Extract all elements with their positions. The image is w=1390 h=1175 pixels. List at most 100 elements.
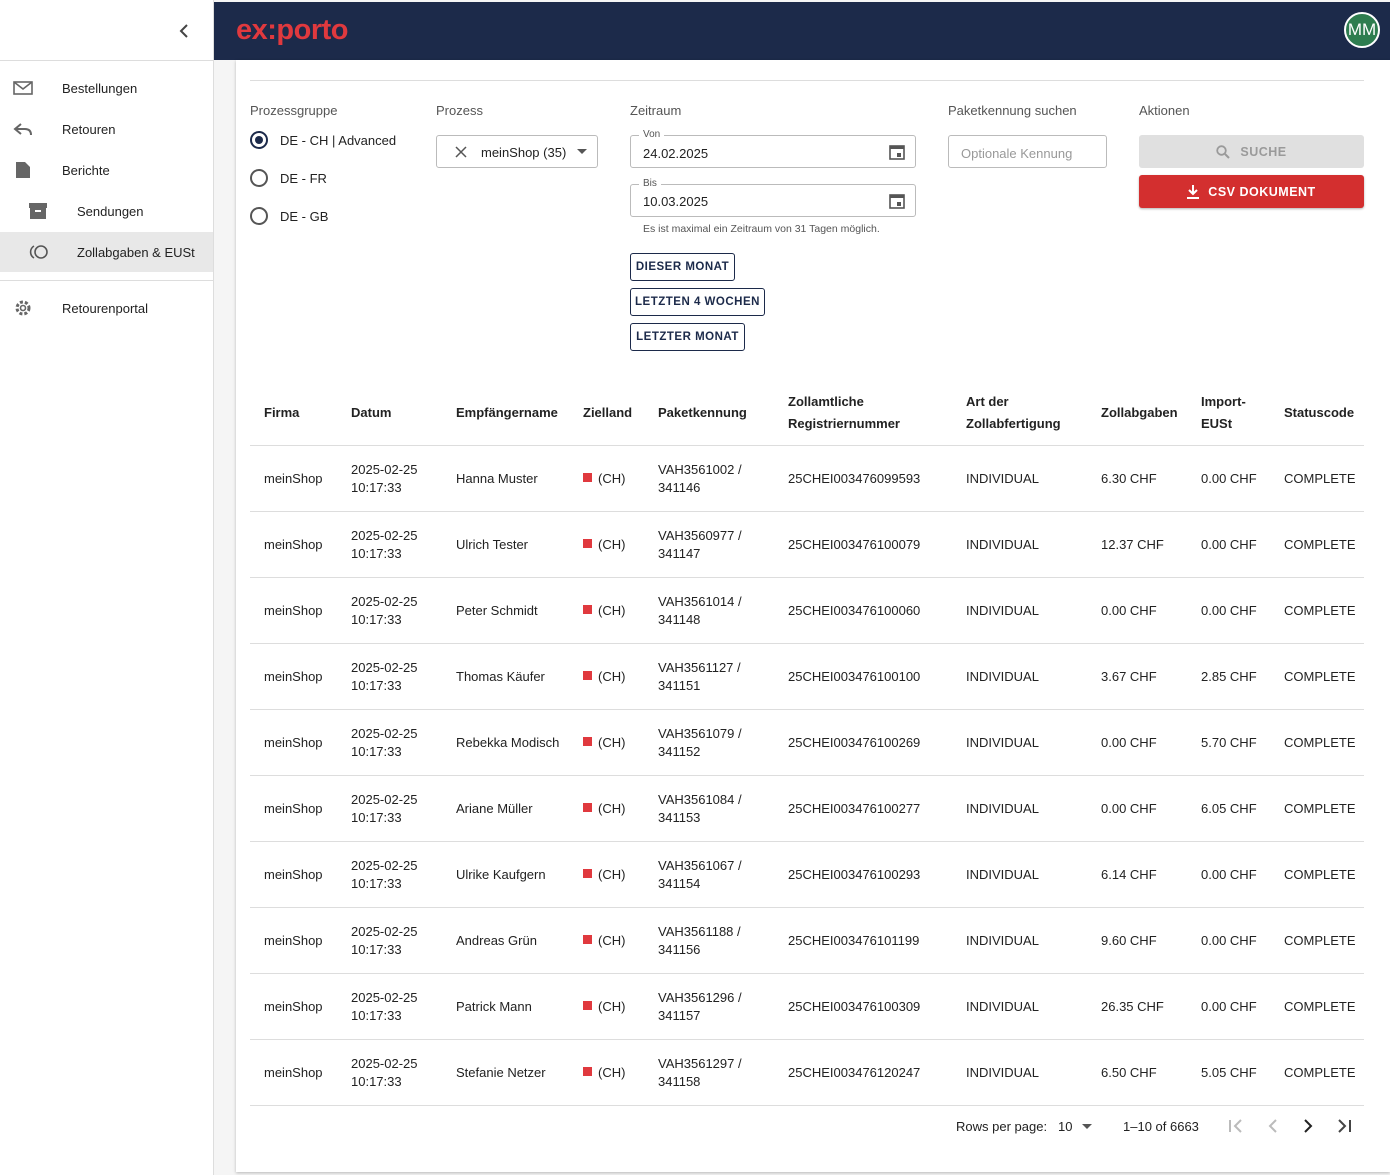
nav-item[interactable]: Bestellungen	[0, 68, 213, 108]
cell-text: (CH)	[598, 536, 626, 552]
column-header: Zielland	[569, 380, 644, 446]
process-select[interactable]: meinShop (35)	[436, 135, 598, 168]
table-cell: INDIVIDUAL	[952, 643, 1087, 710]
table-cell: (CH)	[569, 907, 644, 974]
table-cell: 2025-02-25 10:17:33	[337, 907, 442, 974]
table-cell: Stefanie Netzer	[442, 1039, 569, 1106]
search-button[interactable]: SUCHE	[1139, 135, 1364, 168]
hint-text: Es ist maximal ein Zeitraum von 31 Tagen…	[643, 223, 880, 235]
table-cell: (CH)	[569, 1039, 644, 1106]
logo[interactable]: ex:porto	[236, 14, 349, 46]
radio-label: DE - GB	[280, 208, 329, 224]
input-value: 10.03.2025	[643, 194, 709, 209]
nav-item[interactable]: Retouren	[0, 109, 213, 149]
cell-text: (CH)	[598, 1064, 626, 1080]
table-row: meinShop 2025-02-25 10:17:33 Ariane Müller…	[250, 775, 1364, 842]
table-cell: COMPLETE	[1270, 445, 1364, 512]
table-cell: INDIVIDUAL	[952, 907, 1087, 974]
report-card: Prozessgruppe DE - CH | Advanced DE - FR…	[236, 60, 1390, 1172]
first-page-button[interactable]	[1228, 1118, 1244, 1134]
flag-icon	[583, 1066, 592, 1076]
table-cell: 2025-02-25 10:17:33	[337, 775, 442, 842]
table-cell: COMPLETE	[1270, 841, 1364, 908]
table-cell: Rebekka Modisch	[442, 709, 569, 776]
table-cell: 6.14 CHF	[1087, 841, 1187, 908]
search-input[interactable]: Optionale Kennung	[948, 135, 1107, 168]
last-page-button[interactable]	[1336, 1118, 1352, 1134]
table-cell: meinShop	[250, 973, 337, 1040]
table-cell: VAH3561127 / 341151	[644, 643, 774, 710]
button-label: SUCHE	[1240, 144, 1287, 159]
table-cell: 0.00 CHF	[1187, 973, 1270, 1040]
table-cell: INDIVIDUAL	[952, 709, 1087, 776]
table-cell: (CH)	[569, 709, 644, 776]
preset-button[interactable]: LETZTEN 4 WOCHEN	[630, 288, 765, 316]
date-to-input[interactable]: Bis 10.03.2025	[630, 178, 916, 217]
divider	[0, 280, 213, 281]
table-cell: 2025-02-25 10:17:33	[337, 445, 442, 512]
csv-button[interactable]: CSV DOKUMENT	[1139, 175, 1364, 208]
flag-icon	[583, 736, 592, 746]
table-cell: COMPLETE	[1270, 511, 1364, 578]
table-cell: INDIVIDUAL	[952, 445, 1087, 512]
table-cell: 2.85 CHF	[1187, 643, 1270, 710]
table-cell: VAH3561014 / 341148	[644, 577, 774, 644]
table-cell: Ulrike Kaufgern	[442, 841, 569, 908]
table-row: meinShop 2025-02-25 10:17:33 Thomas Käufer…	[250, 643, 1364, 710]
collapse-button[interactable]	[176, 23, 192, 39]
radio-label: DE - FR	[280, 170, 327, 186]
table-cell: COMPLETE	[1270, 709, 1364, 776]
flag-icon	[583, 670, 592, 680]
table-cell: 6.50 CHF	[1087, 1039, 1187, 1106]
table-cell: 0.00 CHF	[1187, 907, 1270, 974]
rows-per-page-select[interactable]: 10	[1058, 1119, 1093, 1134]
nav-item[interactable]: Sendungen	[0, 191, 213, 231]
table-cell: 25CHEI003476100060	[774, 577, 952, 644]
nav-item[interactable]: Berichte	[0, 150, 213, 190]
table-cell: Thomas Käufer	[442, 643, 569, 710]
preset-button[interactable]: DIESER MONAT	[630, 253, 735, 281]
nav-label: Zollabgaben & EUSt	[77, 244, 195, 260]
table-cell: 0.00 CHF	[1087, 577, 1187, 644]
table-cell: VAH3561002 / 341146	[644, 445, 774, 512]
prev-page-button[interactable]	[1265, 1118, 1281, 1134]
table-cell: 0.00 CHF	[1187, 577, 1270, 644]
table-cell: (CH)	[569, 577, 644, 644]
table-cell: INDIVIDUAL	[952, 841, 1087, 908]
table-cell: COMPLETE	[1270, 1039, 1364, 1106]
nav-item[interactable]: Retourenportal	[0, 288, 213, 328]
flag-icon	[583, 604, 592, 614]
avatar[interactable]: MM	[1344, 12, 1380, 48]
date-from-input[interactable]: Von 24.02.2025	[630, 129, 916, 168]
table-cell: meinShop	[250, 577, 337, 644]
column-header: Paketkennung	[644, 380, 774, 446]
table-cell: (CH)	[569, 445, 644, 512]
radio-option[interactable]: DE - CH | Advanced	[250, 130, 396, 150]
column-header: Zollamtliche Registriernummer	[774, 380, 952, 446]
nav-label: Berichte	[62, 162, 110, 178]
cell-text: (CH)	[598, 470, 626, 486]
table-cell: VAH3561188 / 341156	[644, 907, 774, 974]
table-row: meinShop 2025-02-25 10:17:33 Peter Schmidt…	[250, 577, 1364, 644]
table-cell: Peter Schmidt	[442, 577, 569, 644]
table-cell: 25CHEI003476100079	[774, 511, 952, 578]
filter-label: Zeitraum	[630, 103, 682, 118]
column-header: Art der Zollabfertigung	[952, 380, 1087, 446]
column-header: Zollabgaben	[1087, 380, 1187, 446]
table-cell: COMPLETE	[1270, 643, 1364, 710]
table-cell: 0.00 CHF	[1087, 709, 1187, 776]
preset-button[interactable]: LETZTER MONAT	[630, 323, 745, 351]
column-header: Import-EUSt	[1187, 380, 1270, 446]
radio-option[interactable]: DE - FR	[250, 168, 327, 188]
table-row: meinShop 2025-02-25 10:17:33 Ulrike Kaufge…	[250, 841, 1364, 908]
nav-item[interactable]: Zollabgaben & EUSt	[0, 232, 213, 272]
radio-option[interactable]: DE - GB	[250, 206, 328, 226]
table-cell: (CH)	[569, 973, 644, 1040]
next-page-button[interactable]	[1300, 1118, 1316, 1134]
table-cell: 12.37 CHF	[1087, 511, 1187, 578]
table-row: meinShop 2025-02-25 10:17:33 Andreas Grün (…	[250, 907, 1364, 974]
table-cell: COMPLETE	[1270, 907, 1364, 974]
table-cell: Ulrich Tester	[442, 511, 569, 578]
table-cell: 2025-02-25 10:17:33	[337, 841, 442, 908]
table-cell: VAH3561079 / 341152	[644, 709, 774, 776]
